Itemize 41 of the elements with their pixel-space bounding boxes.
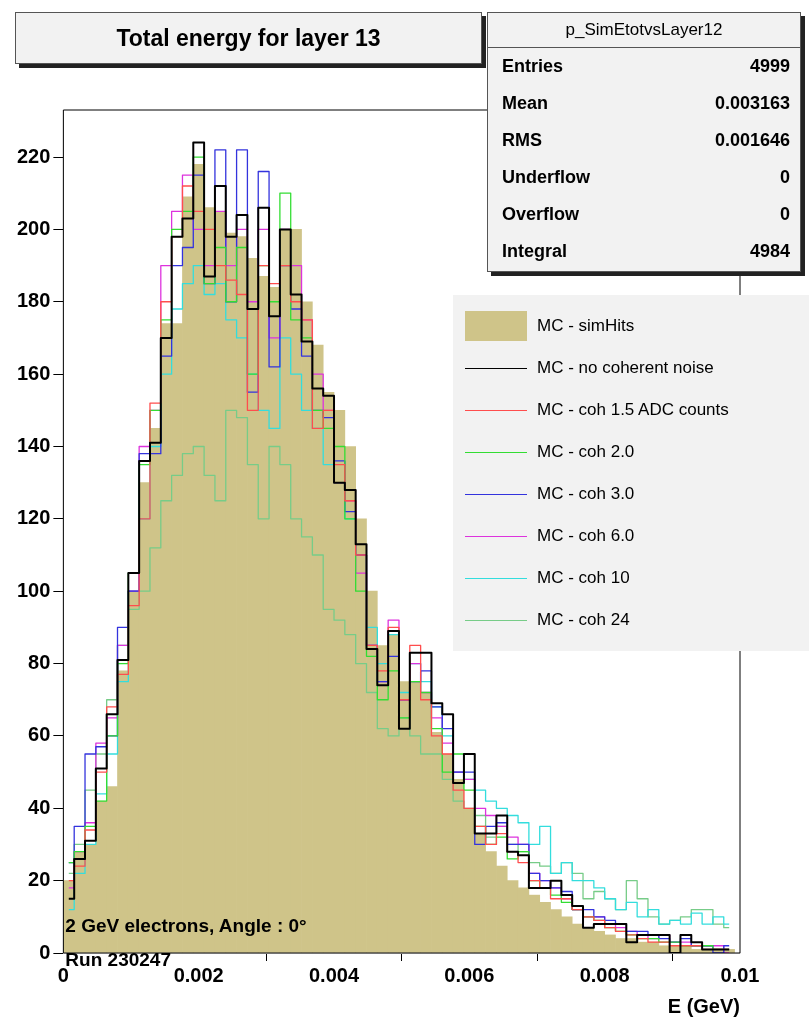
legend-label: MC - simHits [537,316,635,336]
y-tick-label: 220 [16,144,51,167]
legend-label: MC - coh 24 [537,610,630,630]
y-tick-label: 200 [16,216,51,239]
annotation: Mean [502,92,549,115]
text: p_SimEtotvsLayer12 [488,13,800,48]
y-tick-label: 0 [39,940,51,963]
y-tick-label: 100 [16,578,51,601]
annotation: RMS [502,129,542,152]
x-axis-title: E (GeV) [667,994,740,1017]
y-tick-label: 120 [16,506,51,529]
legend-label: MC - coh 2.0 [537,442,635,462]
y-tick-label: 140 [16,433,51,456]
legend-label: MC - coh 10 [537,568,630,588]
legend-label: MC - no coherent noise [537,358,714,378]
legend-label: MC - coh 1.5 ADC counts [537,400,729,420]
x-tick-label: 0.004 [308,963,360,986]
text: 4999 [749,55,790,78]
text: 0 [779,203,790,226]
annotation: 0.001646 [714,129,790,152]
annotation: Underflow [502,166,590,189]
legend-label: MC - coh 6.0 [537,526,635,546]
text: Entries [502,55,564,78]
x-tick-label: 0.002 [173,963,224,986]
text: 0 [779,166,790,189]
annotation: 0.003163 [714,92,790,115]
x-tick-label: 0.01 [720,963,760,986]
legend-label: MC - coh 3.0 [537,484,635,504]
text: 4984 [749,240,790,263]
annotation: Integral [502,240,568,263]
chart-title: Total energy for layer 13 [15,12,482,64]
annotation: Overflow [502,203,580,226]
y-tick-label: 60 [28,723,51,746]
y-tick-label: 160 [16,361,51,384]
x-tick-label: 0.008 [579,963,630,986]
x-tick-label: 0.006 [444,963,495,986]
y-tick-label: 20 [28,868,51,891]
y-tick-label: 180 [16,289,51,312]
y-tick-label: 80 [28,651,51,674]
annotation: 2 GeV electrons, Angle : 0° [65,915,307,937]
y-tick-label: 40 [28,795,51,818]
